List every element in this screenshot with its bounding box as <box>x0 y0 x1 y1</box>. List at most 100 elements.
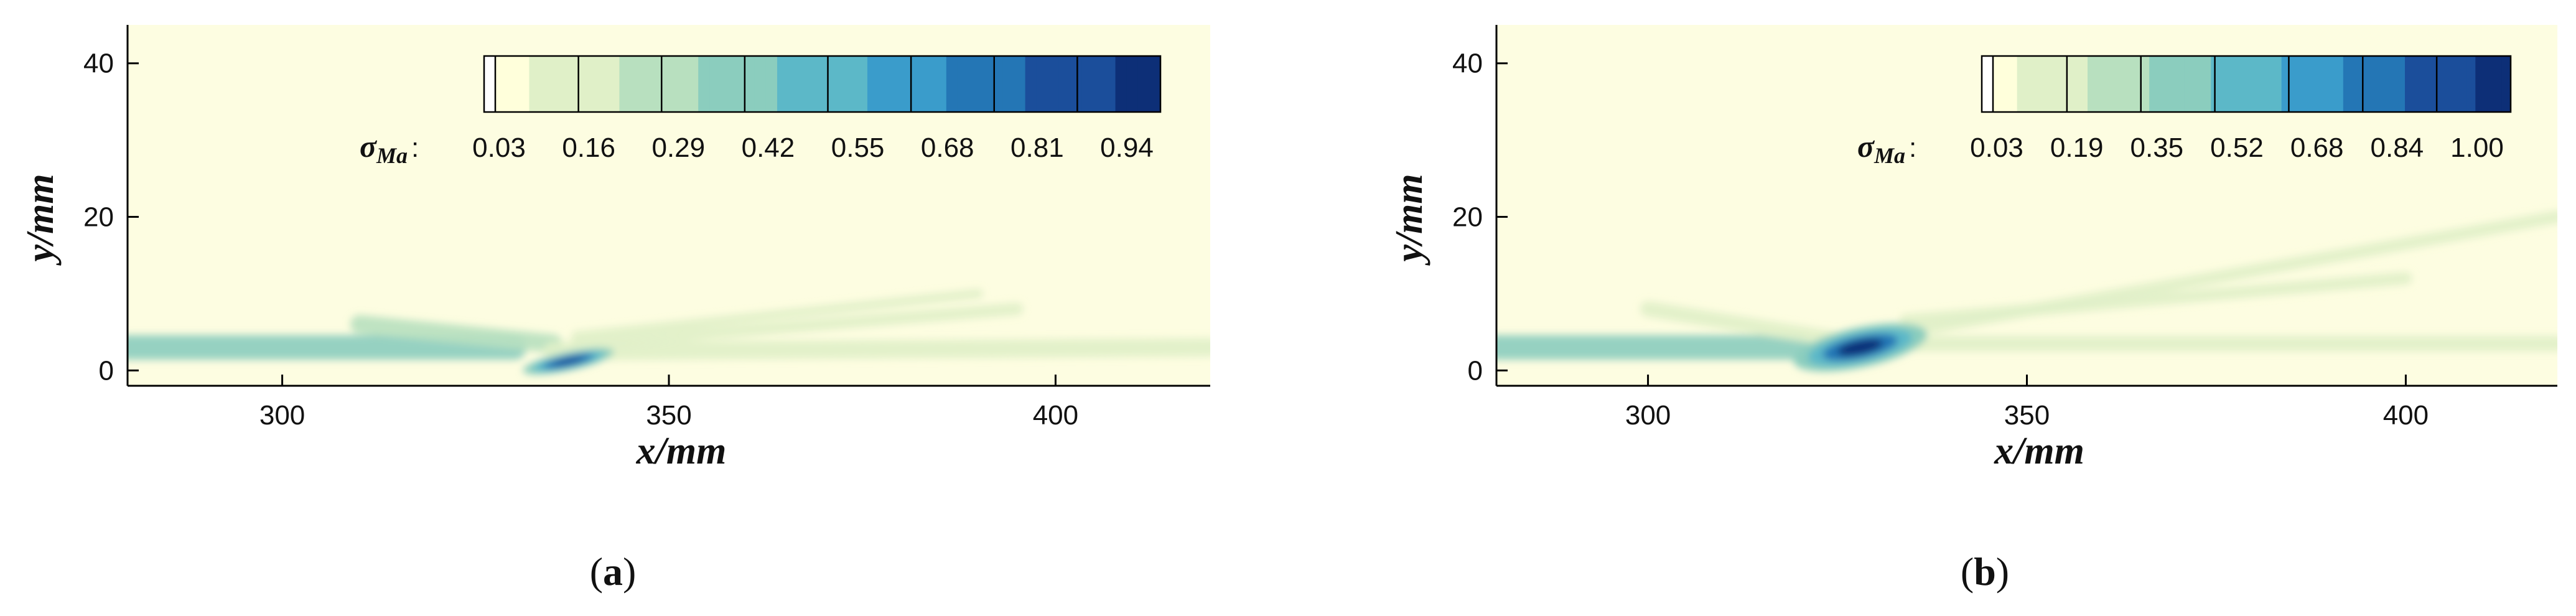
colorbar-swatch <box>2052 56 2062 112</box>
colorbar-tick-label: 0.84 <box>2371 133 2424 163</box>
colorbar-swatch <box>642 56 654 112</box>
colorbar-swatch <box>2061 56 2071 112</box>
colorbar-swatch <box>811 56 823 112</box>
caption-letter: b <box>1974 549 1996 594</box>
x-tick-label: 350 <box>646 400 691 431</box>
colorbar: σMa: 0.03 0.16 0.29 0.42 0.55 0.68 0.81 0.94 <box>360 55 1162 168</box>
colorbar-subscript: Ma <box>1874 143 1905 168</box>
panel-caption: (b) <box>1961 549 2009 594</box>
colorbar-tick-label: 0.16 <box>562 133 615 163</box>
colorbar-swatch <box>2317 56 2326 112</box>
colorbar-swatch <box>619 56 632 112</box>
colorbar-swatch <box>2131 56 2141 112</box>
colorbar-swatch <box>1115 56 1127 112</box>
colorbar-tick-label: 0.29 <box>651 133 705 163</box>
colorbar-swatch <box>1149 56 1161 112</box>
colorbar-swatch <box>698 56 711 112</box>
colorbar-swatch <box>2458 56 2467 112</box>
y-tick-label: 0 <box>1468 355 1483 386</box>
x-tick-label: 300 <box>1625 400 1671 431</box>
contour-band <box>569 302 1024 350</box>
colorbar-swatch <box>2484 56 2494 112</box>
colorbar-tick-label: 0.52 <box>2210 133 2264 163</box>
colorbar-swatch <box>2246 56 2256 112</box>
colorbar-swatch <box>2308 56 2318 112</box>
colorbar-swatch <box>630 56 643 112</box>
colorbar-swatch <box>1025 56 1037 112</box>
caption-close: ) <box>623 549 636 594</box>
colorbar-swatch <box>788 56 801 112</box>
colorbar-swatch <box>754 56 767 112</box>
contour-band <box>1640 301 1846 348</box>
colorbar-swatch <box>2122 56 2132 112</box>
contour-band <box>350 315 562 353</box>
colorbar-swatch <box>2352 56 2361 112</box>
y-tick-label: 40 <box>83 49 114 79</box>
colorbar-swatch <box>844 56 857 112</box>
colorbar-swatch <box>1982 56 1993 112</box>
colorbar-separator: : <box>1909 133 1916 163</box>
colorbar-frame <box>1981 55 2512 113</box>
colorbar-swatch <box>2114 56 2124 112</box>
colorbar-swatch <box>2105 56 2115 112</box>
colorbar-swatch <box>2422 56 2432 112</box>
colorbar-swatch <box>2396 56 2406 112</box>
x-axis-title: x/mm <box>1994 430 2084 472</box>
caption-letter: a <box>603 549 623 594</box>
colorbar-swatch <box>2493 56 2503 112</box>
colorbar-swatch <box>1047 56 1060 112</box>
colorbar-swatch <box>743 56 755 112</box>
contour-field <box>128 289 1210 375</box>
colorbar-swatch <box>709 56 722 112</box>
colorbar-swatch <box>687 56 699 112</box>
colorbar-swatch <box>1058 56 1071 112</box>
colorbar-swatch <box>1081 56 1094 112</box>
colorbar-swatch <box>2017 56 2027 112</box>
colorbar-swatch <box>2140 56 2150 112</box>
y-axis-title: y/mm <box>19 174 62 266</box>
y-tick-label: 20 <box>83 202 114 233</box>
colorbar-tick-label: 1.00 <box>2450 133 2504 163</box>
colorbar-subscript: Ma <box>376 143 408 168</box>
colorbar-symbol: σ <box>1857 129 1875 164</box>
colorbar-tick-label: 0.03 <box>472 133 526 163</box>
colorbar-swatch <box>2096 56 2106 112</box>
colorbar-swatch <box>1999 56 2009 112</box>
colorbar-swatch <box>1070 56 1082 112</box>
colorbar-swatch <box>664 56 676 112</box>
colorbar-swatch <box>2272 56 2282 112</box>
colorbar-swatch <box>2414 56 2424 112</box>
colorbar-swatch <box>2369 56 2379 112</box>
x-tick-label: 300 <box>259 400 305 431</box>
contour-band <box>571 289 983 341</box>
colorbar-frame <box>483 55 1162 113</box>
colorbar-swatch <box>2078 56 2088 112</box>
colorbar-swatch <box>777 56 789 112</box>
colorbar-swatch <box>2387 56 2397 112</box>
colorbar-swatch <box>2378 56 2388 112</box>
panel-a: 0 20 40 300 350 400 x/mm y/mm σMa: 0.03 0.16 0.29 0.… <box>19 25 1210 594</box>
colorbar-swatch <box>2343 56 2353 112</box>
colorbar-tick-label: 0.81 <box>1010 133 1064 163</box>
colorbar-tick-label: 0.94 <box>1100 133 1154 163</box>
colorbar-swatch <box>2193 56 2203 112</box>
colorbar-swatch <box>2088 56 2097 112</box>
contour-peak <box>553 357 584 366</box>
colorbar-swatch <box>2440 56 2450 112</box>
colorbar-tick-label: 0.42 <box>742 133 795 163</box>
colorbar-swatch <box>2070 56 2079 112</box>
colorbar-swatch <box>946 56 958 112</box>
colorbar-swatch <box>2334 56 2344 112</box>
colorbar-swatch <box>980 56 992 112</box>
colorbar-swatch <box>675 56 688 112</box>
y-tick-label: 0 <box>99 355 114 386</box>
colorbar-swatch <box>653 56 665 112</box>
colorbar-swatch <box>2501 56 2511 112</box>
colorbar-swatch <box>856 56 868 112</box>
colorbar-swatch <box>2158 56 2168 112</box>
colorbar-swatch <box>721 56 733 112</box>
colorbar-swatch <box>506 56 519 112</box>
colorbar-swatch <box>484 56 495 112</box>
colorbar-swatch <box>765 56 778 112</box>
